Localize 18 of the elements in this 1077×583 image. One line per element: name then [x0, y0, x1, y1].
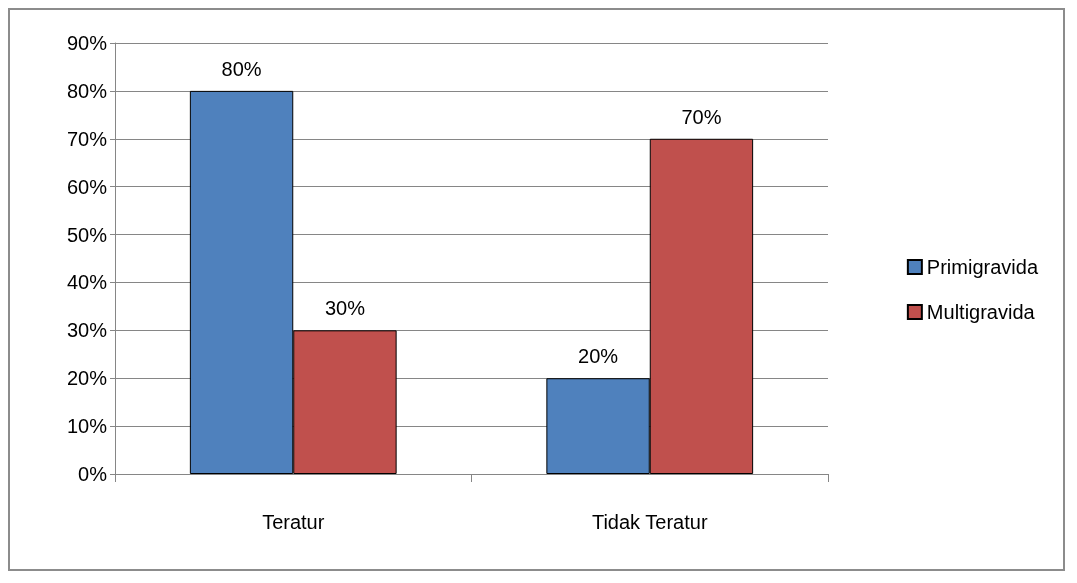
y-tick-label: 60% — [66, 175, 108, 198]
data-label: 80% — [221, 57, 262, 80]
y-tick-label: 70% — [66, 127, 108, 150]
y-tick-label: 30% — [66, 319, 108, 342]
data-label: 70% — [681, 105, 722, 128]
x-tick-label: Teratur — [262, 511, 325, 533]
legend-label: Multigravida — [926, 301, 1036, 323]
y-tick-label: 40% — [66, 271, 108, 294]
data-label: 30% — [324, 297, 366, 320]
y-tick-label: 50% — [66, 223, 108, 246]
y-tick-label: 80% — [66, 79, 108, 102]
data-label: 20% — [578, 345, 619, 368]
y-tick-label: 10% — [66, 415, 108, 438]
x-tick-label: Tidak Teratur — [591, 511, 708, 533]
y-tick-label: 20% — [66, 367, 108, 390]
y-tick-label: 0% — [78, 463, 108, 485]
legend-label: Primigravida — [926, 256, 1039, 278]
y-tick-label: 90% — [66, 32, 108, 54]
